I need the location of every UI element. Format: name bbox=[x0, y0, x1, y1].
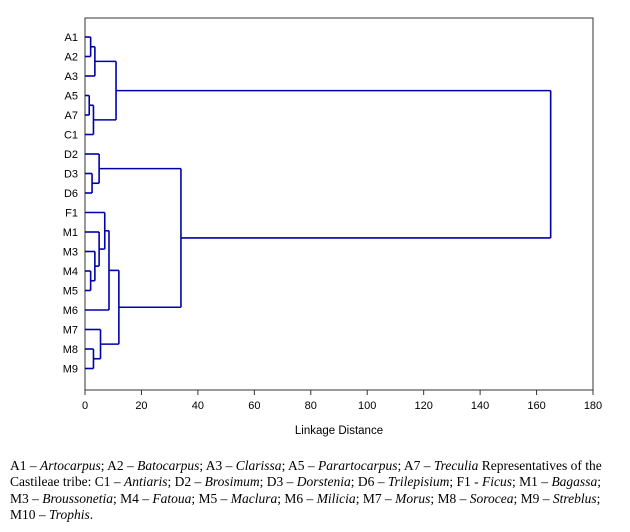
x-axis-title: Linkage Distance bbox=[295, 425, 383, 437]
caption-taxon-name: Treculia bbox=[433, 458, 479, 473]
caption-taxon-name: Trophis bbox=[49, 507, 90, 523]
plot-area bbox=[84, 17, 594, 391]
x-axis: A1 A2 A3 A5 A7 C1 D2 D3 D6 F1 M1 M3 M4 M5 M6 M7 M8 M9 0 20 4… bbox=[63, 32, 602, 412]
leaf-label: M1 bbox=[63, 227, 78, 239]
caption-text: ; M6 – bbox=[277, 490, 317, 506]
caption-taxon-name: Fatoua bbox=[152, 490, 192, 506]
caption-text: ; M3 – bbox=[10, 474, 601, 506]
caption-taxon-name: Brosimum bbox=[204, 474, 260, 490]
leaf-label: A2 bbox=[65, 52, 78, 64]
x-tick-label: 160 bbox=[527, 400, 545, 412]
leaf-label: M3 bbox=[63, 247, 78, 259]
caption-text: ; A7 – bbox=[397, 458, 434, 473]
x-tick-label: 100 bbox=[358, 400, 376, 412]
caption-text: ; M8 – bbox=[430, 490, 470, 506]
dendrogram-figure: A1 A2 A3 A5 A7 C1 D2 D3 D6 F1 M1 M3 M4 M5 M6 M7 M8 M9 0 20 4… bbox=[63, 17, 602, 437]
leaf-label: C1 bbox=[64, 130, 78, 142]
caption-taxon-name: Ficus bbox=[482, 474, 513, 490]
caption-text: ; D2 – bbox=[167, 474, 205, 490]
caption-text: ; M4 – bbox=[113, 490, 153, 506]
leaf-label: M8 bbox=[63, 344, 78, 356]
caption-text: ; M10 – bbox=[10, 490, 601, 523]
dendrogram-chart: A1 A2 A3 A5 A7 C1 D2 D3 D6 F1 M1 M3 M4 M5 M6 M7 M8 M9 0 20 4… bbox=[63, 17, 602, 437]
caption-taxon-name: Broussonetia bbox=[42, 490, 114, 506]
caption-text: ; M7 – bbox=[355, 490, 396, 506]
caption-text: ; A3 – bbox=[199, 458, 236, 473]
leaf-label: A3 bbox=[65, 71, 78, 83]
caption-text: ; M9 – bbox=[513, 490, 553, 506]
caption-text: ; D6 – bbox=[350, 474, 388, 490]
caption-taxon-name: Trilepisium bbox=[387, 474, 450, 490]
caption-text: ; M5 – bbox=[191, 490, 231, 506]
caption-taxon-name: Clarissa bbox=[235, 458, 282, 473]
leaf-label: F1 bbox=[65, 208, 78, 220]
leaf-label: A5 bbox=[65, 91, 78, 103]
x-tick-label: 120 bbox=[414, 400, 432, 412]
caption-text: ; F1 - bbox=[449, 474, 483, 490]
leaf-label: A7 bbox=[65, 110, 78, 122]
caption-text: A1 – bbox=[10, 458, 40, 473]
dendrogram-lines bbox=[85, 36, 552, 370]
caption-taxon-name: Streblus bbox=[552, 490, 597, 506]
caption-taxon-name: Dorstenia bbox=[296, 474, 351, 490]
caption-taxon-name: Parartocarpus bbox=[317, 458, 398, 473]
figure-caption: A1 – Artocarpus; A2 – Batocarpus; A3 – C… bbox=[10, 458, 620, 524]
caption-text: ; M1 – bbox=[512, 474, 552, 490]
caption-taxon-name: Milicia bbox=[316, 490, 356, 506]
leaf-label: D3 bbox=[64, 169, 78, 181]
caption-text: Representatives of the Castileae tribe: … bbox=[10, 458, 602, 490]
leaf-label: D6 bbox=[64, 188, 78, 200]
x-tick-label: 40 bbox=[192, 400, 204, 412]
caption-taxon-name: Sorocea bbox=[469, 490, 514, 506]
leaf-label: A1 bbox=[65, 32, 78, 44]
caption-text: ; A5 – bbox=[281, 458, 318, 473]
caption-taxon-name: Maclura bbox=[230, 490, 278, 506]
x-tick-label: 180 bbox=[584, 400, 602, 412]
leaf-label: M4 bbox=[63, 266, 78, 278]
leaf-label: D2 bbox=[64, 149, 78, 161]
leaf-label: M9 bbox=[63, 364, 78, 376]
caption-taxon-name: Morus bbox=[395, 490, 431, 506]
x-tick-label: 20 bbox=[135, 400, 147, 412]
leaf-label: M5 bbox=[63, 286, 78, 298]
x-tick-label: 80 bbox=[305, 400, 317, 412]
x-tick-label: 0 bbox=[82, 400, 88, 412]
x-tick-label: 60 bbox=[248, 400, 260, 412]
caption-text: ; D3 – bbox=[259, 474, 297, 490]
caption-taxon-name: Antiaris bbox=[123, 474, 168, 490]
leaf-label: M7 bbox=[63, 325, 78, 337]
leaf-label: M6 bbox=[63, 305, 78, 317]
caption-taxon-name: Artocarpus bbox=[40, 458, 101, 473]
x-tick-label: 140 bbox=[471, 400, 489, 412]
caption-taxon-name: Batocarpus bbox=[137, 458, 200, 473]
caption-text: ; A2 – bbox=[100, 458, 138, 473]
caption-taxon-name: Bagassa bbox=[551, 474, 598, 490]
caption-text: . bbox=[89, 507, 94, 523]
